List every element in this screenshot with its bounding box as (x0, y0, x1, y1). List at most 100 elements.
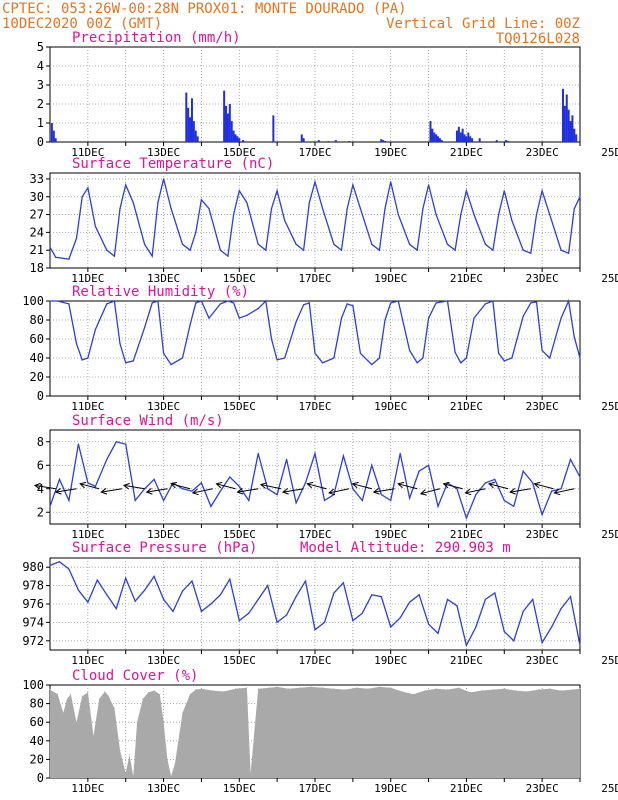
rh-point (422, 357, 424, 359)
pressure-xtick-label: 21DEC (450, 654, 483, 667)
cloud-ytick-label: 80 (30, 697, 44, 711)
precip-bar (190, 98, 193, 142)
temp-point (549, 213, 551, 216)
precip-plot-frame (49, 46, 581, 143)
cloud-point (246, 687, 248, 689)
rh-xtick-label: 15DEC (223, 400, 256, 413)
rh-point (492, 300, 494, 302)
header-date: 10DEC2020 00Z (GMT) (2, 16, 162, 32)
temp-point (492, 249, 494, 251)
pressure-xtick-label: 13DEC (147, 654, 180, 667)
temp-point (233, 213, 235, 216)
temp-point (68, 258, 70, 260)
wind-point (541, 514, 543, 516)
wind-point (427, 464, 430, 466)
pressure-ytick-label: 976 (22, 597, 44, 611)
wind-xtick-label: 21DEC (450, 528, 483, 541)
wind-point (522, 470, 524, 472)
cloud-ytick-label: 60 (30, 715, 44, 729)
wind-point (77, 443, 79, 445)
precip-xtick-label: 17DEC (298, 146, 331, 159)
rh-point (340, 317, 343, 319)
wind-ytick-label: 8 (37, 435, 44, 449)
temp-point (106, 249, 108, 251)
temp-ytick-label: 24 (30, 225, 44, 239)
precip-bar (440, 140, 443, 142)
wind-title: Surface Wind (m/s) (72, 413, 224, 429)
temp-point (75, 237, 78, 239)
pressure-xtick-label: 17DEC (298, 654, 331, 667)
cloud-point (469, 691, 471, 693)
cloud-point (571, 689, 573, 691)
pressure-point (210, 603, 212, 605)
pressure-point (560, 608, 562, 610)
cloud-point (579, 688, 581, 690)
wind-arrow-head (33, 482, 41, 490)
wind-arrow (237, 488, 259, 493)
rh-point (549, 357, 551, 359)
wind-arrow-head (372, 488, 380, 495)
cloud-point (62, 712, 64, 714)
pressure-point (238, 619, 240, 622)
cloud-point (333, 688, 335, 690)
pressure-point (541, 642, 543, 644)
temp-point (460, 213, 462, 216)
rh-point (257, 308, 259, 310)
rh-point (384, 319, 386, 321)
temp-point (541, 190, 543, 192)
precip-xtick-label: 11DEC (71, 146, 104, 159)
precip-bar (561, 88, 564, 142)
wind-point (465, 517, 468, 519)
temp-point (579, 196, 581, 198)
cloud-point (163, 721, 165, 723)
cloud-point (125, 772, 127, 774)
precip-bar (230, 121, 233, 142)
cloud-xtick-label: 19DEC (374, 782, 407, 795)
pressure-point (484, 598, 486, 601)
wind-arrow (307, 483, 327, 490)
cloud-point (93, 735, 95, 737)
wind-arrow-head (553, 488, 561, 496)
wind-point (371, 464, 373, 466)
rh-point (208, 317, 210, 319)
pressure-point (304, 580, 307, 582)
cloud-area (50, 686, 580, 778)
wind-arrow-head (170, 481, 177, 489)
rh-point (579, 357, 581, 359)
cloud-xtick-label: 11DEC (71, 782, 104, 795)
temp-point (125, 184, 127, 186)
pressure-point (522, 610, 524, 612)
wind-arrow (123, 484, 145, 490)
wind-point (58, 478, 61, 480)
wind-arrow (443, 483, 463, 490)
cloud-point (87, 691, 89, 693)
rh-point (219, 303, 221, 305)
pressure-panel: 972 974 976 978 980 11DEC 13DEC 15DEC 17DEC 19DEC… (22, 540, 618, 667)
pressure-point (532, 598, 534, 601)
rh-point (378, 357, 380, 359)
cloud-point (200, 688, 202, 690)
cloud-point (235, 688, 236, 690)
rh-point (314, 352, 316, 354)
rh-point (49, 300, 51, 302)
wind-point (494, 478, 496, 480)
wind-point (106, 458, 108, 460)
temp-point (303, 249, 305, 251)
temp-point (359, 208, 362, 210)
rh-point (473, 317, 475, 319)
cloud-point (182, 712, 183, 714)
precip-bar (192, 121, 195, 142)
precip-ytick-label: 2 (37, 97, 44, 111)
temp-ytick-label: 27 (30, 208, 44, 222)
cloud-point (424, 690, 426, 692)
precip-ytick-label: 4 (37, 59, 44, 73)
temp-point (265, 249, 267, 251)
cloud-point (435, 688, 437, 690)
pressure-point (551, 626, 553, 628)
pressure-point (390, 626, 392, 628)
precip-bar (225, 105, 228, 142)
pressure-point (106, 594, 108, 596)
wind-arrow (510, 488, 531, 493)
rh-point (454, 351, 456, 353)
temp-point (314, 181, 316, 183)
